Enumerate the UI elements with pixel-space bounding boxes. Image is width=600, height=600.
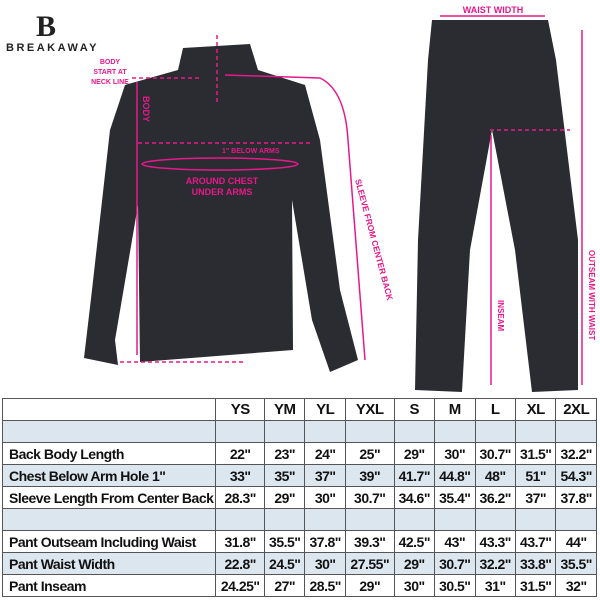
measurement-cell: 32.2"	[474, 552, 516, 575]
measurement-cell: 33.8"	[514, 552, 557, 575]
table-row: Back Body Length 22" 23" 24" 25" 29" 30" 30.7" 3…	[1, 442, 597, 465]
spacer-row	[1, 420, 597, 443]
measurement-cell: 43.7"	[514, 530, 557, 553]
size-header-2xl: 2XL	[555, 398, 597, 421]
annotation-outseam: OUTSEAM WITH WAIST	[587, 250, 596, 340]
measurement-cell: 31.8"	[215, 530, 265, 553]
measurement-cell: 30"	[304, 552, 346, 575]
measurement-cell: 30.7"	[474, 442, 516, 465]
measurement-cell: 28.3"	[215, 486, 265, 509]
table-row: Pant Waist Width 22.8" 24.5" 30" 27.55" 29" 30…	[1, 552, 597, 575]
spacer-row	[1, 508, 597, 531]
size-header-xl: XL	[514, 398, 557, 421]
measurement-cell: 37.8"	[555, 486, 597, 509]
measurement-cell: 35.5"	[555, 552, 597, 575]
measurement-cell: 29"	[393, 552, 436, 575]
row-label: Back Body Length	[1, 442, 217, 465]
brand-name: BREAKAWAY	[6, 42, 99, 54]
pants-image	[415, 20, 578, 392]
measurement-cell: 39.3"	[344, 530, 395, 553]
row-label: Chest Below Arm Hole 1"	[1, 464, 217, 487]
measurement-cell: 54.3"	[555, 464, 597, 487]
measurement-cell: 32"	[555, 574, 597, 597]
measurement-cell: 43"	[434, 530, 476, 553]
size-header-s: S	[393, 398, 436, 421]
annotation-below-arms: 1" BELOW ARMS	[222, 148, 280, 155]
annotation-body-start-3: NECK LINE	[91, 79, 129, 86]
annotation-body-start-1: BODY	[100, 59, 121, 66]
row-label: Pant Outseam Including Waist	[1, 530, 217, 553]
measurement-cell: 36.2"	[474, 486, 516, 509]
measurement-cell: 48"	[474, 464, 516, 487]
measurement-cell: 37"	[304, 464, 346, 487]
measurement-cell: 44.8"	[434, 464, 476, 487]
size-header-yl: YL	[304, 398, 346, 421]
measurement-cell: 43.3"	[474, 530, 516, 553]
table-row: Pant Inseam 24.25" 27" 28.5" 29" 30" 30.5" 31" 3…	[1, 574, 597, 597]
measurement-cell: 22"	[215, 442, 265, 465]
annotation-body-start-2: START AT	[93, 69, 127, 76]
measurement-cell: 27"	[263, 574, 306, 597]
measurement-cell: 35"	[263, 464, 306, 487]
row-label: Pant Waist Width	[1, 552, 217, 575]
annotation-waist: WAIST WIDTH	[463, 5, 524, 15]
measurement-cell: 22.8"	[215, 552, 265, 575]
row-label: Sleeve Length From Center Back	[1, 486, 217, 509]
annotation-chest-2: UNDER ARMS	[192, 187, 253, 197]
measurement-cell: 29"	[344, 574, 395, 597]
measurement-cell: 37"	[514, 486, 557, 509]
measurement-cell: 29"	[393, 442, 436, 465]
measurement-cell: 24.25"	[215, 574, 265, 597]
measurement-cell: 39"	[344, 464, 395, 487]
size-header-ym: YM	[263, 398, 306, 421]
measurement-cell: 37.8"	[304, 530, 346, 553]
size-header-row: YS YM YL YXL S M L XL 2XL	[1, 398, 597, 421]
measurement-cell: 41.7"	[393, 464, 436, 487]
measurement-cell: 28.5"	[304, 574, 346, 597]
measurement-cell: 31"	[474, 574, 516, 597]
annotation-inseam: INSEAM	[496, 300, 505, 331]
size-header-ys: YS	[215, 398, 265, 421]
measurement-cell: 32.2"	[555, 442, 597, 465]
annotation-body: BODY	[141, 96, 151, 122]
annotation-chest-1: AROUND CHEST	[186, 176, 259, 186]
measurement-cell: 30"	[434, 442, 476, 465]
table-row: Sleeve Length From Center Back 28.3" 29" 30…	[1, 486, 597, 509]
measurement-cell: 30.7"	[434, 552, 476, 575]
measurement-cell: 24.5"	[263, 552, 306, 575]
measurement-cell: 30.5"	[434, 574, 476, 597]
measurement-cell: 29"	[263, 486, 306, 509]
measurement-cell: 30"	[393, 574, 436, 597]
table-row: Chest Below Arm Hole 1" 33" 35" 37" 39" 41.7"…	[1, 464, 597, 487]
size-header-m: M	[434, 398, 476, 421]
measurement-cell: 23"	[263, 442, 306, 465]
garment-illustration: BODY START AT NECK LINE BODY 1" BELOW AR…	[84, 5, 596, 392]
measurement-cell: 31.5"	[514, 442, 557, 465]
measurement-cell: 30"	[304, 486, 346, 509]
size-table: YS YM YL YXL S M L XL 2XL Back Body Length 22" 23"…	[1, 398, 597, 597]
measurement-cell: 25"	[344, 442, 395, 465]
size-header-l: L	[474, 398, 516, 421]
table-row: Pant Outseam Including Waist 31.8" 35.5" 37…	[1, 530, 597, 553]
measurement-cell: 35.5"	[263, 530, 306, 553]
measurement-cell: 30.7"	[344, 486, 395, 509]
measurement-cell: 24"	[304, 442, 346, 465]
row-label: Pant Inseam	[1, 574, 217, 597]
measurement-cell: 31.5"	[514, 574, 557, 597]
measurement-cell: 42.5"	[393, 530, 436, 553]
size-header-yxl: YXL	[344, 398, 395, 421]
measurement-cell: 33"	[215, 464, 265, 487]
jacket-image	[84, 44, 358, 372]
measurement-cell: 35.4"	[434, 486, 476, 509]
measurement-cell: 27.55"	[344, 552, 395, 575]
measurement-cell: 44"	[555, 530, 597, 553]
logo-b-mark: B	[35, 10, 56, 43]
measurement-cell: 34.6"	[393, 486, 436, 509]
brand-logo: B BREAKAWAY	[6, 10, 99, 55]
measurement-cell: 51"	[514, 464, 557, 487]
